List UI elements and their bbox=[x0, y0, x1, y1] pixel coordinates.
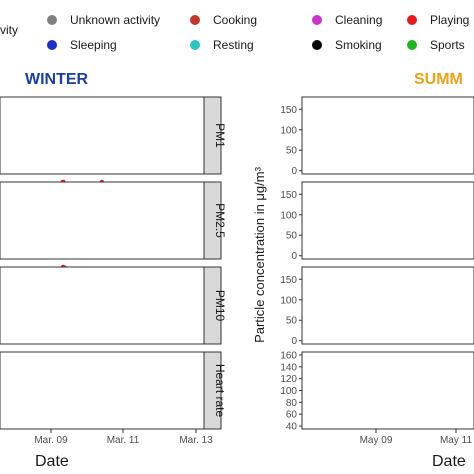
winter-panel: PM1 PM2.5 PM10 Heart rate Mar. 09 Mar. 11 Mar.… bbox=[0, 96, 227, 446]
summer-y-tick: 60 bbox=[286, 410, 298, 421]
summer-y-tick: 140 bbox=[280, 362, 297, 373]
summer-y-tick: 150 bbox=[280, 275, 297, 286]
summer-y-tick: 80 bbox=[286, 398, 298, 409]
summer-y-tick: 100 bbox=[280, 210, 297, 221]
winter-facet-3-frame bbox=[0, 351, 205, 430]
legend-key-2 bbox=[312, 15, 322, 25]
summer-y-tick: 50 bbox=[286, 316, 298, 327]
winter-x-tick-0: Mar. 09 bbox=[34, 435, 68, 446]
legend-label-4: Sleeping bbox=[70, 38, 117, 52]
summer-title: SUMM bbox=[414, 71, 463, 88]
legend-key-5 bbox=[190, 40, 200, 50]
summer-y-tick: 100 bbox=[280, 386, 297, 397]
summer-x-axis-title: Date bbox=[432, 453, 466, 470]
legend-key-1 bbox=[190, 15, 200, 25]
winter-facet-1: PM2.5 bbox=[0, 179, 227, 260]
summer-facet-1-frame bbox=[301, 181, 474, 260]
legend-title-fragment: vity bbox=[0, 23, 18, 37]
winter-strip-0 bbox=[203, 96, 222, 175]
winter-facet-2-frame bbox=[0, 266, 205, 345]
legend-key-4 bbox=[47, 40, 57, 50]
winter-strip-1 bbox=[203, 181, 222, 260]
legend-label-6: Smoking bbox=[335, 38, 382, 52]
winter-facet-3: Heart rate bbox=[0, 351, 227, 430]
summer-x-tick-0: May 09 bbox=[360, 435, 393, 446]
winter-title: WINTER bbox=[25, 71, 89, 88]
summer-y-tick: 150 bbox=[280, 190, 297, 201]
winter-x-axis-title: Date bbox=[35, 453, 69, 470]
summer-y-tick: 160 bbox=[280, 350, 297, 361]
winter-facet-2: PM10 bbox=[0, 264, 227, 345]
summer-y-tick: 40 bbox=[286, 422, 298, 433]
winter-strip-label-2: PM10 bbox=[213, 290, 227, 322]
summer-y-tick: 150 bbox=[280, 105, 297, 116]
legend-label-1: Cooking bbox=[213, 13, 257, 27]
legend-key-7 bbox=[407, 40, 417, 50]
y-axis-title: Particle concentration in μg/m³ bbox=[252, 166, 267, 343]
winter-x-tick-2: Mar. 13 bbox=[179, 435, 213, 446]
summer-facet-2-frame bbox=[301, 266, 474, 345]
legend-label-0: Unknown activity bbox=[70, 13, 160, 27]
summer-facet-0: 0 50 100 150 bbox=[280, 96, 474, 177]
winter-x-tick-1: Mar. 11 bbox=[107, 435, 140, 446]
winter-facet-0-frame bbox=[0, 96, 205, 175]
summer-y-tick: 50 bbox=[286, 231, 298, 242]
summer-y-tick: 50 bbox=[286, 146, 298, 157]
summer-facet-3-frame bbox=[301, 351, 474, 430]
legend: vity Unknown activity Cooking Cleaning Play… bbox=[0, 13, 469, 52]
winter-facet-1-frame bbox=[0, 181, 205, 260]
winter-strip-label-3: Heart rate bbox=[213, 364, 227, 418]
winter-strip-2 bbox=[203, 266, 222, 345]
summer-y-tick: 0 bbox=[291, 336, 297, 347]
legend-label-2: Cleaning bbox=[335, 13, 382, 27]
summer-y-tick: 120 bbox=[280, 374, 297, 385]
summer-y-tick: 100 bbox=[280, 295, 297, 306]
legend-label-7: Sports bbox=[430, 38, 465, 52]
summer-y-tick: 100 bbox=[280, 125, 297, 136]
winter-strip-3 bbox=[203, 351, 222, 430]
winter-facet-0: PM1 bbox=[0, 96, 227, 175]
summer-panel: 0501001500501001500501001504060801001201… bbox=[280, 96, 474, 446]
summer-facet-2: 0 50 100 150 bbox=[280, 266, 474, 347]
legend-label-3: Playing bbox=[430, 13, 469, 27]
summer-y-tick: 0 bbox=[291, 166, 297, 177]
legend-label-5: Resting bbox=[213, 38, 254, 52]
legend-key-0 bbox=[47, 15, 57, 25]
summer-facet-1: 0 50 100 150 bbox=[280, 181, 474, 262]
winter-strip-label-1: PM2.5 bbox=[213, 203, 227, 238]
legend-key-3 bbox=[407, 15, 417, 25]
summer-x-tick-1: May 11 bbox=[440, 435, 472, 446]
legend-key-6 bbox=[312, 40, 322, 50]
summer-facet-0-frame bbox=[301, 96, 474, 175]
summer-y-tick: 0 bbox=[291, 251, 297, 262]
winter-strip-label-0: PM1 bbox=[213, 123, 227, 148]
